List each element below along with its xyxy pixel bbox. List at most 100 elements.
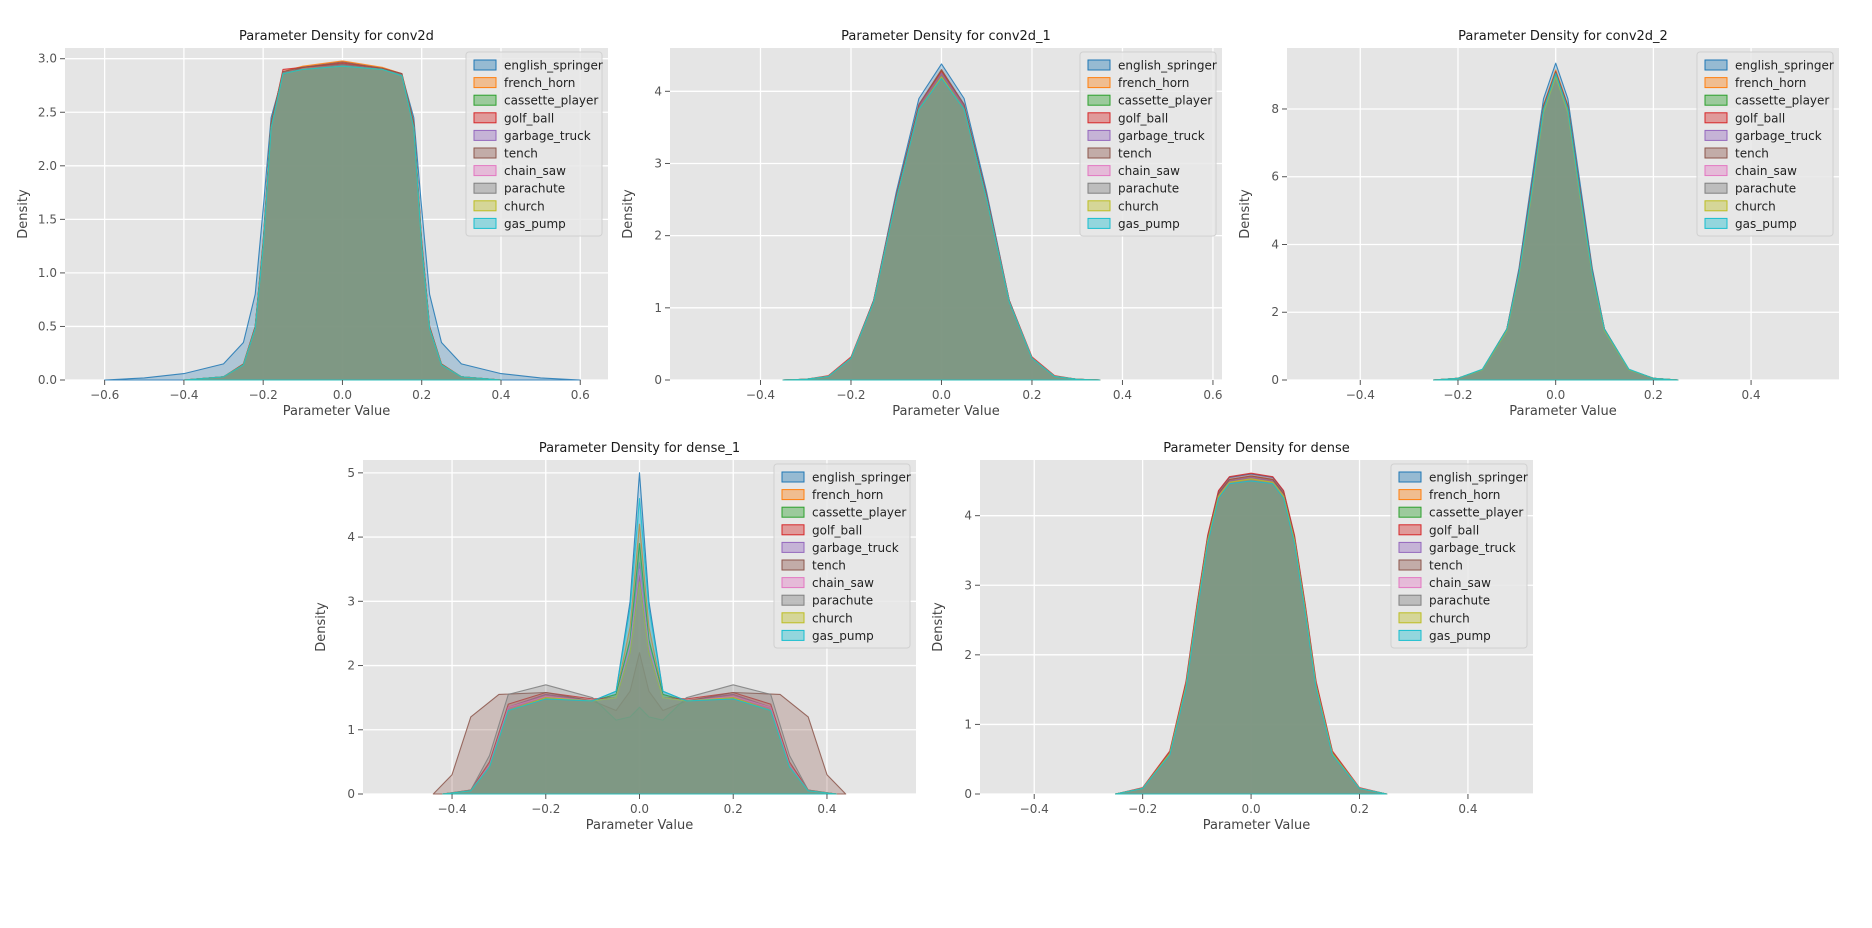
legend: english_springer french_horn cassette_play…	[1390, 463, 1528, 649]
x-tick-label: 0.2	[724, 802, 743, 816]
legend-swatch	[1398, 629, 1422, 641]
legend: english_springer french_horn cassette_play…	[1696, 51, 1834, 237]
legend-label: chain_saw	[504, 164, 566, 178]
legend-swatch	[1398, 524, 1422, 536]
density-area-gas-pump	[1432, 72, 1679, 381]
x-tick-label: 0.4	[1113, 388, 1132, 402]
legend-swatch	[1398, 594, 1422, 606]
x-tick-label: −0.4	[437, 802, 466, 816]
legend-swatch	[1704, 129, 1728, 141]
legend-swatch	[1087, 112, 1111, 124]
legend-swatch	[1087, 147, 1111, 159]
legend-swatch	[473, 129, 497, 141]
legend-swatch	[1087, 182, 1111, 194]
legend-swatch	[781, 594, 805, 606]
x-tick-label: 0.4	[1458, 802, 1477, 816]
legend-label: garbage_truck	[1735, 129, 1822, 143]
legend-swatch	[1704, 147, 1728, 159]
legend-label: english_springer	[1118, 59, 1217, 73]
y-tick-label: 8	[1271, 102, 1279, 116]
legend-label: church	[1118, 199, 1159, 213]
x-tick-label: 0.0	[333, 388, 352, 402]
legend-swatch	[1704, 165, 1728, 177]
legend: english_springer french_horn cassette_play…	[1079, 51, 1217, 237]
x-tick-label: 0.2	[1644, 388, 1663, 402]
legend-label: church	[504, 199, 545, 213]
x-tick-label: −0.2	[531, 802, 560, 816]
y-axis-label: Density	[314, 602, 329, 652]
subplot-2: −0.4 −0.2 0.0 0.2 0.4 0.6 0 1 2 3 4 Parameter Densi…	[621, 29, 1222, 419]
y-tick-label: 0.0	[38, 373, 57, 387]
legend-label: cassette_player	[1429, 506, 1523, 520]
y-tick-label: 1.5	[38, 212, 57, 226]
y-tick-label: 3	[654, 156, 662, 170]
x-tick-label: −0.2	[1443, 388, 1472, 402]
legend-label: church	[1429, 611, 1470, 625]
y-tick-label: 4	[964, 509, 972, 523]
legend-label: french_horn	[1429, 488, 1500, 502]
legend-swatch	[1704, 217, 1728, 229]
legend-swatch	[473, 217, 497, 229]
legend-label: french_horn	[1735, 76, 1806, 90]
x-tick-label: −0.2	[836, 388, 865, 402]
legend-swatch	[1087, 217, 1111, 229]
legend-label: french_horn	[504, 76, 575, 90]
legend-swatch	[781, 559, 805, 571]
legend-swatch	[473, 77, 497, 89]
y-tick-label: 1.0	[38, 266, 57, 280]
legend-swatch	[781, 541, 805, 553]
legend-swatch	[1087, 165, 1111, 177]
legend-label: cassette_player	[812, 506, 906, 520]
density-area-tench	[183, 61, 502, 381]
legend-swatch	[1704, 182, 1728, 194]
legend-swatch	[781, 577, 805, 589]
legend-swatch	[1398, 506, 1422, 518]
y-tick-label: 0	[347, 787, 355, 801]
legend-label: garbage_truck	[1429, 541, 1516, 555]
legend-label: church	[1735, 199, 1776, 213]
legend-swatch	[1087, 129, 1111, 141]
legend-swatch	[1398, 577, 1422, 589]
legend-box	[1390, 463, 1528, 649]
legend-label: parachute	[504, 182, 565, 196]
legend-label: gas_pump	[1118, 217, 1180, 231]
legend-swatch	[1087, 59, 1111, 71]
legend-label: chain_saw	[1429, 576, 1491, 590]
y-tick-label: 2.5	[38, 105, 57, 119]
legend-label: english_springer	[504, 59, 603, 73]
legend-swatch	[1398, 559, 1422, 571]
legend-swatch	[473, 94, 497, 106]
legend-label: garbage_truck	[1118, 129, 1205, 143]
legend-swatch	[781, 506, 805, 518]
legend-swatch	[1704, 200, 1728, 212]
x-axis-label: Parameter Value	[1203, 818, 1310, 833]
x-tick-label: 0.4	[1742, 388, 1761, 402]
y-tick-label: 4	[1271, 237, 1279, 251]
y-tick-label: 0	[1271, 373, 1279, 387]
y-tick-label: 0.5	[38, 319, 57, 333]
y-tick-label: 0	[964, 787, 972, 801]
legend-label: golf_ball	[1118, 111, 1168, 125]
y-axis-label: Density	[931, 602, 946, 652]
legend-label: tench	[812, 559, 846, 573]
x-tick-label: 0.0	[1546, 388, 1565, 402]
legend-label: golf_ball	[504, 111, 554, 125]
x-tick-label: −0.4	[746, 388, 775, 402]
density-area-tench	[432, 652, 847, 795]
x-tick-label: 0.2	[1022, 388, 1041, 402]
legend-label: chain_saw	[812, 576, 874, 590]
y-tick-label: 2	[654, 229, 662, 243]
x-axis-label: Parameter Value	[283, 404, 390, 419]
legend-label: gas_pump	[1735, 217, 1797, 231]
x-axis-label: Parameter Value	[586, 818, 693, 833]
y-tick-label: 2	[347, 659, 355, 673]
x-tick-label: −0.2	[249, 388, 278, 402]
y-tick-label: 1	[347, 723, 355, 737]
legend-label: parachute	[812, 594, 873, 608]
x-tick-label: −0.2	[1128, 802, 1157, 816]
legend-label: tench	[1735, 147, 1769, 161]
legend-label: parachute	[1429, 594, 1490, 608]
legend-swatch	[781, 629, 805, 641]
legend-swatch	[473, 147, 497, 159]
